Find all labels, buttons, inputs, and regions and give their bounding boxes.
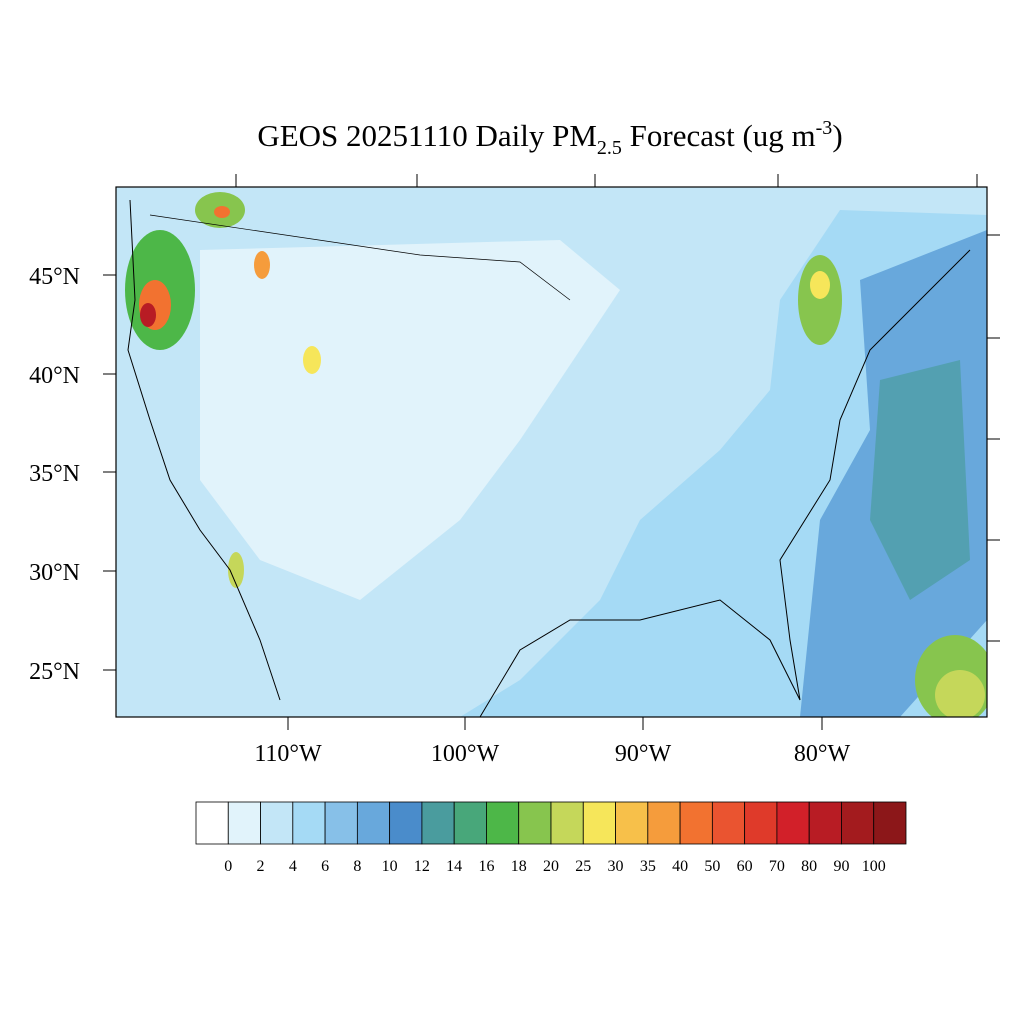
title-end: ) [832,118,842,153]
north-border [149,214,571,301]
title: GEOS 20251110 Daily PM2.5 Forecast (ug m… [257,117,842,159]
map-frame [115,186,988,718]
colorbar-label: 12 [414,858,430,875]
colorbar-label: 100 [862,858,886,875]
lon-label: 80°W [794,741,851,767]
colorbar-box [808,801,842,845]
colorbar-label: 80 [801,858,817,875]
colorbar-box [841,801,875,845]
colorbar-box [776,801,810,845]
colorbar-box [356,801,391,845]
title-main: GEOS 20251110 Daily PM [257,118,597,153]
colorbar-label: 16 [478,858,494,875]
colorbar-box [679,801,713,845]
colorbar-label: 18 [511,858,527,875]
axis-labels: 45°N 40°N 35°N 30°N 25°N 110°W 100°W 90°W 80°W [29,264,850,767]
nw-fire-core [140,303,156,327]
atlantic-plume [870,360,970,600]
colorbar-box [260,801,294,845]
mx-plume [228,552,244,588]
east-gulf-coast [479,249,971,717]
colorbar-box [292,801,326,845]
wy-fire [303,346,321,374]
lat-label: 25°N [29,659,80,685]
colorbar-label: 6 [321,858,329,875]
colorbar-box [873,801,907,845]
colorbar-box [453,801,487,845]
colorbar-box [647,801,681,845]
colorbar-label: 60 [737,858,753,875]
colorbar-box [550,801,584,845]
lon-label: 110°W [254,741,322,767]
colorbar-box [518,801,552,845]
map [103,174,1000,730]
colorbar-label: 50 [704,858,720,875]
colorbar-label: 2 [257,858,265,875]
colorbar-label: 70 [769,858,785,875]
colorbar-box [195,801,229,845]
colorbar-label: 14 [446,858,462,875]
colorbar-box [744,801,778,845]
colorbar-box [421,801,455,845]
ne-core [810,271,830,299]
lon-label: 100°W [431,741,500,767]
title-sub: 2.5 [597,137,622,159]
title-rest: Forecast (ug m [622,118,816,153]
carib-core [935,670,985,717]
colorbar-label: 35 [640,858,656,875]
west-coast [127,199,281,701]
colorbar-label: 30 [608,858,624,875]
light-region [200,240,620,600]
id-fire [254,251,270,279]
colorbar: 0 2 4 6 8 10 12 14 16 18 20 25 30 35 40 50 60 70 80 90 100 [195,801,907,875]
lat-label: 30°N [29,560,80,586]
colorbar-box [324,801,358,845]
colorbar-box [389,801,423,845]
colorbar-box [582,801,616,845]
colorbar-box [227,801,261,845]
colorbar-box [711,801,746,845]
lat-label: 35°N [29,461,80,487]
colorbar-label: 20 [543,858,559,875]
colorbar-box [615,801,649,845]
colorbar-label: 40 [672,858,688,875]
title-sup: -3 [816,117,833,139]
wa-fire [214,206,230,218]
colorbar-label: 10 [382,858,398,875]
colorbar-label: 25 [575,858,591,875]
colorbar-label: 8 [353,858,361,875]
colorbar-label: 0 [224,858,232,875]
lat-label: 40°N [29,363,80,389]
lat-label: 45°N [29,264,80,290]
colorbar-box [486,801,520,845]
lon-label: 90°W [615,741,672,767]
map-ticks [103,174,1000,730]
colorbar-label: 4 [289,858,297,875]
ne-plume [798,255,842,345]
colorbar-label: 90 [833,858,849,875]
